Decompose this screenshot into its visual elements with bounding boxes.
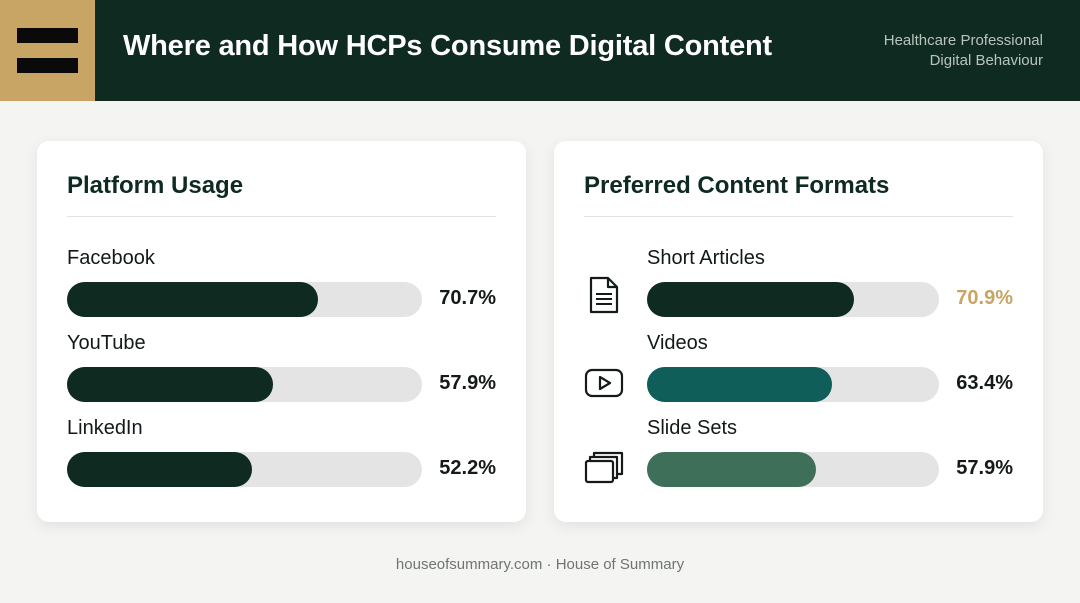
bar-track — [647, 452, 939, 487]
bar-value-label: 57.9% — [956, 457, 1013, 479]
document-icon — [584, 275, 624, 315]
bar-label: Slide Sets — [647, 417, 738, 439]
subtitle-line-2: Digital Behaviour — [929, 52, 1043, 69]
divider — [584, 216, 1013, 217]
bar-row-youtube: YouTube 57.9% — [37, 332, 526, 402]
bar-fill — [647, 452, 816, 487]
bar-row-slide-sets: Slide Sets 57.9% — [554, 417, 1043, 487]
bar-value-label: 57.9% — [439, 372, 496, 394]
bar-label: Videos — [647, 332, 708, 354]
subtitle-line-1: Healthcare Professional — [883, 32, 1043, 49]
bar-label: Short Articles — [647, 247, 765, 269]
bar-fill — [67, 367, 273, 402]
logo — [0, 0, 95, 101]
bar-value-label: 70.7% — [439, 287, 496, 309]
bar-fill — [647, 282, 854, 317]
slide-stack-icon — [584, 449, 624, 489]
bar-row-short-articles: Short Articles 70.9% — [554, 247, 1043, 317]
bar-fill — [67, 282, 318, 317]
bar-row-videos: Videos 63.4% — [554, 332, 1043, 402]
logo-bar-bottom — [17, 58, 78, 73]
bar-track — [67, 367, 422, 402]
header-banner: Where and How HCPs Consume Digital Conte… — [0, 0, 1080, 101]
footer-credit: houseofsummary.com · House of Summary — [395, 556, 685, 573]
bar-fill — [647, 367, 832, 402]
content-formats-card: Preferred Content Formats Short Articles… — [554, 141, 1043, 522]
bar-value-label: 70.9% — [956, 287, 1013, 309]
bar-track — [647, 367, 939, 402]
bar-label: LinkedIn — [67, 417, 143, 439]
content-formats-title: Preferred Content Formats — [584, 172, 890, 199]
bar-track — [67, 282, 422, 317]
logo-bar-top — [17, 28, 78, 43]
bar-value-label: 63.4% — [956, 372, 1013, 394]
bar-label: YouTube — [67, 332, 146, 354]
bar-fill — [67, 452, 252, 487]
bar-track — [67, 452, 422, 487]
platform-usage-title: Platform Usage — [67, 172, 244, 199]
platform-usage-card: Platform Usage Facebook 70.7% YouTube 57… — [37, 141, 526, 522]
bar-value-label: 52.2% — [439, 457, 496, 479]
bar-row-facebook: Facebook 70.7% — [37, 247, 526, 317]
page-title: Where and How HCPs Consume Digital Conte… — [123, 30, 772, 62]
bar-label: Facebook — [67, 247, 155, 269]
divider — [67, 216, 496, 217]
page-subtitle: Healthcare Professional Digital Behaviou… — [884, 31, 1043, 71]
bar-track — [647, 282, 939, 317]
bar-row-linkedin: LinkedIn 52.2% — [37, 417, 526, 487]
play-video-icon — [584, 364, 624, 404]
